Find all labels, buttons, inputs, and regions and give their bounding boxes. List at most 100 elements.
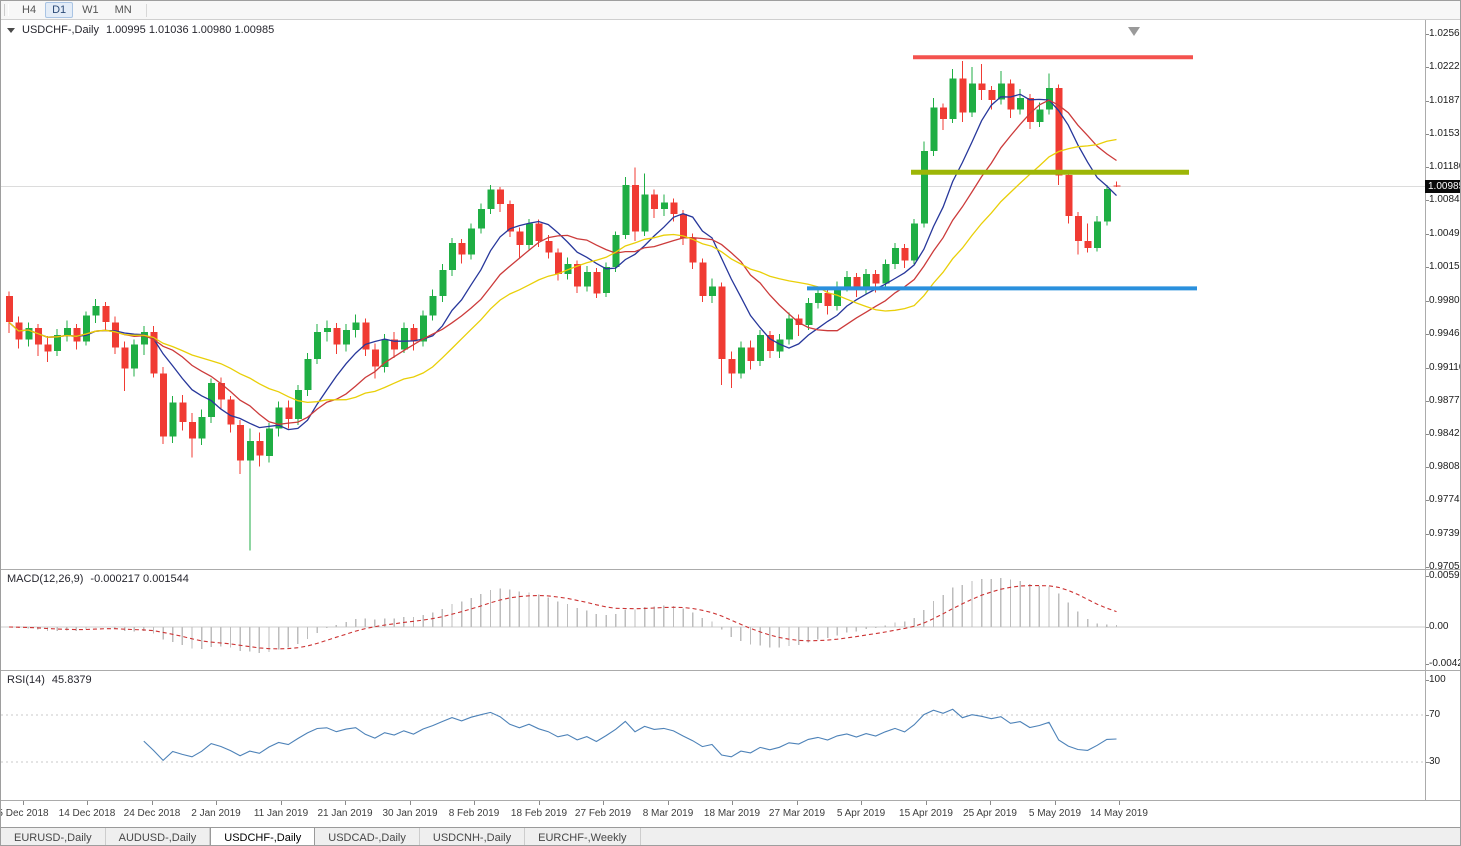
toolbar-grip[interactable] xyxy=(4,4,9,16)
date-label: 25 Apr 2019 xyxy=(963,808,1017,819)
chart-title: USDCHF-,Daily 1.00995 1.01036 1.00980 1.… xyxy=(7,24,274,36)
one-click-trading-arrow-icon[interactable] xyxy=(7,27,15,33)
date-axis-tick xyxy=(410,801,411,805)
date-axis-tick xyxy=(281,801,282,805)
tab-label: AUDUSD-,Daily xyxy=(118,831,197,844)
tab-label: USDCNH-,Daily xyxy=(432,831,512,844)
chart-tabs: EURUSD-,Daily AUDUSD-,Daily USDCHF-,Daily U… xyxy=(1,827,1460,845)
tab-label: USDCHF-,Daily xyxy=(224,831,302,844)
price-axis-label: 1.01870 xyxy=(1429,95,1460,106)
rsi-axis-tick xyxy=(1425,715,1429,716)
date-axis-tick xyxy=(603,801,604,805)
price-axis-tick xyxy=(1425,134,1429,135)
price-axis-tick xyxy=(1425,401,1429,402)
tab-label: EURUSD-,Daily xyxy=(14,831,92,844)
rsi-name: RSI(14) xyxy=(7,674,45,686)
price-axis-tick xyxy=(1425,167,1429,168)
tab-usdcad-daily[interactable]: USDCAD-,Daily xyxy=(315,828,420,845)
timeframe-button-d1[interactable]: D1 xyxy=(45,2,74,18)
rsi-axis-tick xyxy=(1425,762,1429,763)
main-chart-panel: USDCHF-,Daily 1.00995 1.01036 1.00980 1.… xyxy=(1,20,1461,572)
macd-histogram xyxy=(17,578,1118,654)
tab-usdcnh-daily[interactable]: USDCNH-,Daily xyxy=(419,828,526,845)
macd-panel: MACD(12,26,9) -0.000217 0.001544 0.00597… xyxy=(1,569,1460,670)
tab-label: USDCAD-,Daily xyxy=(328,831,406,844)
date-label: 18 Feb 2019 xyxy=(510,808,568,819)
date-label: 18 Mar 2019 xyxy=(703,808,761,819)
price-axis-tick xyxy=(1425,267,1429,268)
chart-shift-marker[interactable] xyxy=(1128,27,1140,36)
price-axis-label: 1.00490 xyxy=(1429,228,1460,239)
date-axis-tick xyxy=(732,801,733,805)
date-label: 5 Apr 2019 xyxy=(836,808,886,819)
macd-axis[interactable] xyxy=(1425,570,1460,670)
tab-eurusd-daily[interactable]: EURUSD-,Daily xyxy=(1,828,106,845)
price-axis-label: 1.01530 xyxy=(1429,128,1460,139)
timeframe-toolbar: H4 D1 W1 MN xyxy=(1,1,1460,20)
date-label: 5 Dec 2018 xyxy=(0,808,49,819)
price-axis-tick xyxy=(1425,200,1429,201)
rsi-axis-label: 100 xyxy=(1429,674,1446,685)
date-label: 27 Feb 2019 xyxy=(574,808,632,819)
macd-axis-tick xyxy=(1425,664,1429,665)
date-label: 2 Jan 2019 xyxy=(191,808,241,819)
macd-axis-label: 0.00 xyxy=(1429,621,1449,632)
date-label: 8 Feb 2019 xyxy=(448,808,500,819)
date-label: 21 Jan 2019 xyxy=(317,808,373,819)
price-axis-tick xyxy=(1425,101,1429,102)
price-axis-label: 0.99110 xyxy=(1429,362,1461,373)
date-axis-tick xyxy=(152,801,153,805)
date-axis-tick xyxy=(87,801,88,805)
candlestick-chart[interactable] xyxy=(1,20,1425,569)
price-axis-tick xyxy=(1425,67,1429,68)
rsi-label: RSI(14) 45.8379 xyxy=(7,674,92,686)
price-axis-tick xyxy=(1425,368,1429,369)
tab-eurchf-weekly[interactable]: EURCHF-,Weekly xyxy=(525,828,641,845)
rsi-value: 45.8379 xyxy=(51,674,92,686)
macd-axis-label: 0.00597 xyxy=(1429,570,1460,581)
rsi-panel: RSI(14) 45.8379 100 70 30 xyxy=(1,670,1460,800)
chart-ohlc-values: 1.00995 1.01036 1.00980 1.00985 xyxy=(106,24,275,36)
price-axis-tick xyxy=(1425,567,1429,568)
date-label: 14 Dec 2018 xyxy=(58,808,116,819)
date-axis-tick xyxy=(1055,801,1056,805)
rsi-line xyxy=(143,708,1117,762)
date-axis-tick xyxy=(926,801,927,805)
timeframe-button-mn[interactable]: MN xyxy=(114,4,132,16)
date-axis-tick xyxy=(861,801,862,805)
date-axis[interactable]: 5 Dec 2018 14 Dec 2018 24 Dec 2018 2 Jan 20… xyxy=(0,800,1460,827)
macd-chart[interactable] xyxy=(1,570,1425,670)
date-label: 5 May 2019 xyxy=(1028,808,1082,819)
macd-values: -0.000217 0.001544 xyxy=(90,573,189,585)
date-axis-tick xyxy=(990,801,991,805)
price-axis-label: 1.00840 xyxy=(1429,194,1460,205)
price-axis-tick xyxy=(1425,334,1429,335)
date-axis-tick xyxy=(539,801,540,805)
rsi-chart[interactable] xyxy=(1,671,1425,800)
date-axis-tick xyxy=(345,801,346,805)
rsi-axis[interactable] xyxy=(1425,671,1460,800)
tab-label: EURCHF-,Weekly xyxy=(538,831,627,844)
date-axis-tick xyxy=(668,801,669,805)
tab-audusd-daily[interactable]: AUDUSD-,Daily xyxy=(105,828,211,845)
date-label: 8 Mar 2019 xyxy=(642,808,694,819)
date-label: 14 May 2019 xyxy=(1090,808,1148,819)
date-label: 30 Jan 2019 xyxy=(382,808,438,819)
price-axis-tick xyxy=(1425,234,1429,235)
price-axis-label: 1.02220 xyxy=(1429,61,1460,72)
date-axis-tick xyxy=(23,801,24,805)
price-axis-separator xyxy=(1425,20,1426,800)
date-label: 27 Mar 2019 xyxy=(768,808,826,819)
date-axis-tick xyxy=(474,801,475,805)
timeframe-button-h4[interactable]: H4 xyxy=(22,4,37,16)
date-label: 11 Jan 2019 xyxy=(253,808,309,819)
timeframe-button-w1[interactable]: W1 xyxy=(82,4,99,16)
tab-usdchf-daily[interactable]: USDCHF-,Daily xyxy=(210,828,316,845)
price-axis-tick xyxy=(1425,500,1429,501)
